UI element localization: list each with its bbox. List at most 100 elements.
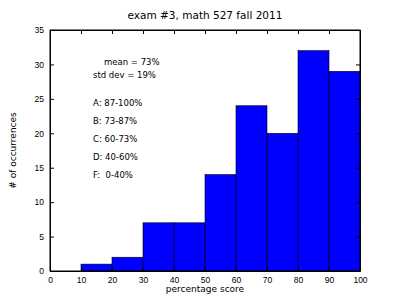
histogram-bar [298,51,329,271]
tick-mark [356,64,360,65]
histogram-bar [143,223,174,271]
tick-mark [50,237,54,238]
tick [356,133,360,134]
chart-title: exam #3, math 527 fall 2011 [128,9,283,21]
tick: 50 [201,267,211,285]
tick-mark [143,267,144,271]
tick-label: 25 [35,94,45,104]
tick [81,30,82,34]
histogram-bar [267,133,298,271]
tick-label: 20 [35,129,45,139]
tick-label: 30 [139,275,149,285]
tick [356,64,360,65]
histogram-bar [236,106,267,271]
tick-mark [329,267,330,271]
tick [267,30,268,34]
tick [174,30,175,34]
tick [356,99,360,100]
tick-mark [50,99,54,100]
tick-label: 0 [39,266,44,276]
annotation: mean = 73% [104,57,160,67]
tick-label: 30 [35,60,45,70]
tick: 25 [35,94,54,104]
tick-mark [329,30,330,34]
tick-mark [356,133,360,134]
tick-mark [174,267,175,271]
tick-mark [112,267,113,271]
tick: 5 [39,232,54,242]
tick-mark [174,30,175,34]
tick-mark [50,64,54,65]
annotation: F: 0-40% [93,170,133,180]
tick [298,30,299,34]
tick-mark [236,267,237,271]
tick-mark [236,30,237,34]
histogram-bar [329,71,360,271]
annotation: A: 87-100% [93,98,142,108]
bars [81,51,360,271]
tick-label: 100 [353,275,367,285]
tick [356,202,360,203]
tick-label: 35 [35,25,45,35]
background [0,0,400,301]
tick-mark [143,30,144,34]
y-axis-title: # of occurrences [8,112,18,189]
histogram-bar [205,175,236,271]
tick: 40 [170,267,180,285]
tick: 10 [77,267,87,285]
tick-mark [50,133,54,134]
annotation: D: 40-60% [93,152,138,162]
x-axis: 0 10 20 30 40 50 60 70 80 90 100 [48,267,368,285]
x-axis-title: percentage score [166,284,245,294]
tick-mark [205,30,206,34]
tick-mark [81,30,82,34]
tick: 20 [108,267,118,285]
tick-mark [356,168,360,169]
y-axis: 0 5 10 15 20 25 30 35 [35,25,54,276]
tick: 20 [35,129,54,139]
histogram-bar [81,264,112,271]
tick [205,30,206,34]
tick-mark [112,30,113,34]
tick-label: 70 [263,275,273,285]
plot-frame [50,30,360,271]
annotation: C: 60-73% [93,134,137,144]
tick [236,30,237,34]
tick: 30 [35,60,54,70]
tick-label: 80 [294,275,304,285]
tick-label: 15 [35,163,45,173]
tick-mark [50,168,54,169]
tick [356,168,360,169]
tick-mark [267,267,268,271]
tick-label: 10 [35,197,45,207]
tick: 30 [139,267,149,285]
tick: 15 [35,163,54,173]
histogram-bar [112,257,143,271]
tick-label: 0 [48,275,53,285]
tick: 10 [35,197,54,207]
tick-mark [298,30,299,34]
annotation: B: 73-87% [93,116,137,126]
tick: 60 [232,267,242,285]
tick [329,30,330,34]
tick-label: 90 [325,275,335,285]
tick-mark [356,99,360,100]
tick-mark [298,267,299,271]
tick: 70 [263,267,273,285]
annotation: std dev = 19% [93,70,156,80]
histogram-bar [174,223,205,271]
tick-label: 20 [108,275,118,285]
tick-mark [81,267,82,271]
tick-mark [267,30,268,34]
tick: 80 [294,267,304,285]
tick-mark [50,202,54,203]
tick-mark [356,202,360,203]
tick [356,237,360,238]
tick [143,30,144,34]
x-axis-top [51,30,361,34]
tick [112,30,113,34]
tick-mark [205,267,206,271]
tick-label: 10 [77,275,87,285]
tick: 90 [325,267,335,285]
tick-mark [356,237,360,238]
